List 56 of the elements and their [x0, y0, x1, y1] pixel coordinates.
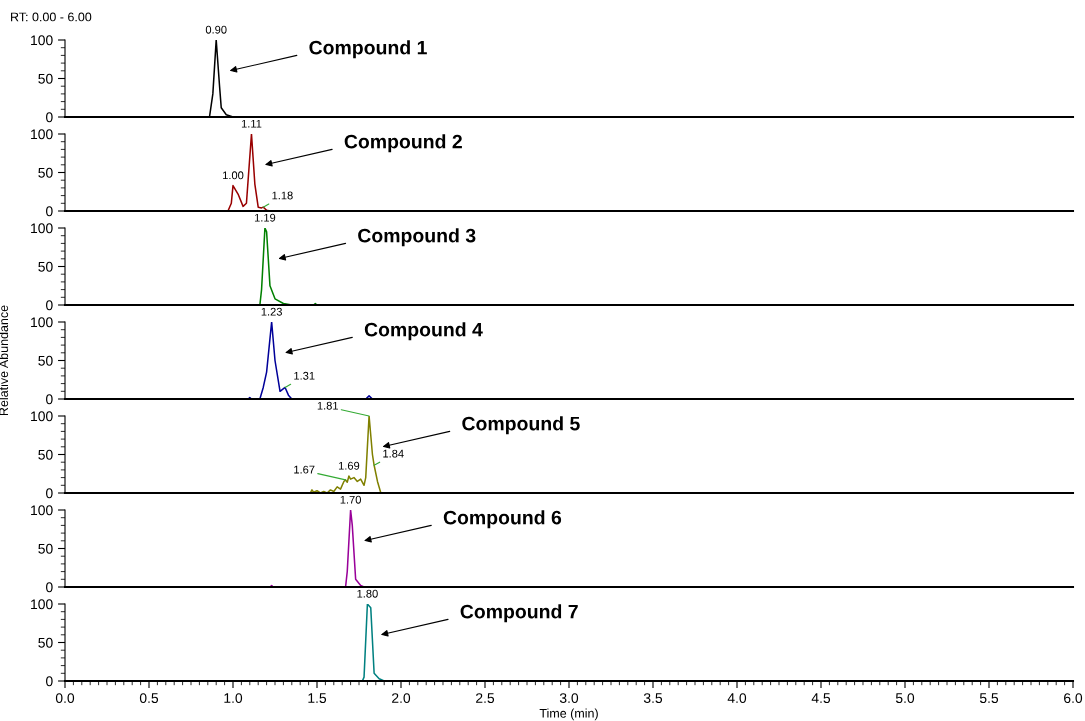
x-tick-label: 4.5 [811, 693, 831, 704]
y-tick-label: 0 [46, 112, 53, 123]
y-tick-label: 100 [31, 505, 53, 516]
annotation: 1.18 [272, 191, 293, 200]
annotation: 1.31 [294, 371, 315, 380]
y-tick-label: 100 [31, 129, 53, 140]
y-tick-label: 100 [31, 35, 53, 46]
annotation: Compound 1 [309, 40, 427, 59]
x-tick-label: 3.0 [559, 693, 579, 704]
y-tick-label: 50 [38, 543, 53, 554]
x-tick-label: 4.0 [727, 693, 747, 704]
y-tick-label: 0 [46, 676, 53, 687]
annotation: 1.11 [241, 119, 262, 128]
y-tick-label: 0 [46, 488, 53, 499]
annotation: Compound 7 [460, 604, 578, 623]
x-axis-title: Time (min) [539, 708, 598, 721]
y-tick-label: 0 [46, 206, 53, 217]
y-tick-label: 100 [31, 223, 53, 234]
y-tick-label: 100 [31, 411, 53, 422]
annotation: 1.19 [254, 213, 276, 222]
y-tick-label: 0 [46, 582, 53, 593]
x-tick-label: 1.0 [224, 693, 243, 704]
x-tick-label: 0.0 [55, 693, 75, 704]
annotation: 1.84 [383, 449, 404, 458]
annotation: 1.69 [338, 461, 360, 470]
y-tick-label: 100 [31, 599, 53, 610]
annotation: Compound 2 [344, 134, 462, 153]
y-tick-label: 0 [46, 394, 53, 405]
y-tick-label: 50 [38, 261, 53, 272]
annotation: 1.70 [340, 495, 361, 504]
y-tick-label: 50 [38, 73, 53, 84]
x-tick-label: 2.5 [476, 693, 495, 704]
y-tick-label: 50 [38, 637, 53, 648]
x-tick-label: 0.5 [139, 693, 159, 704]
annotation: 1.81 [317, 401, 338, 410]
y-tick-label: 50 [38, 167, 53, 178]
y-tick-label: 50 [38, 355, 53, 366]
annotation: 1.00 [223, 171, 244, 180]
annotation: 1.67 [294, 465, 315, 474]
annotation: Compound 4 [364, 322, 483, 341]
annotation: Compound 3 [358, 228, 476, 247]
x-tick-label: 2.0 [392, 693, 411, 704]
y-tick-label: 0 [46, 300, 53, 311]
y-tick-label: 50 [38, 449, 53, 460]
x-tick-label: 5.0 [895, 693, 915, 704]
x-tick-label: 1.5 [308, 693, 327, 704]
y-tick-label: 100 [31, 317, 53, 328]
chart-title: RT: 0.00 - 6.00 [11, 12, 92, 22]
annotation: 1.23 [261, 307, 282, 316]
annotation: 0.90 [205, 25, 227, 34]
annotation: Compound 5 [462, 416, 580, 435]
x-tick-label: 5.5 [979, 693, 999, 704]
annotation: 1.80 [357, 589, 378, 598]
x-tick-label: 3.5 [643, 693, 663, 704]
annotation: Compound 6 [443, 510, 562, 529]
x-tick-label: 6.0 [1064, 693, 1083, 704]
